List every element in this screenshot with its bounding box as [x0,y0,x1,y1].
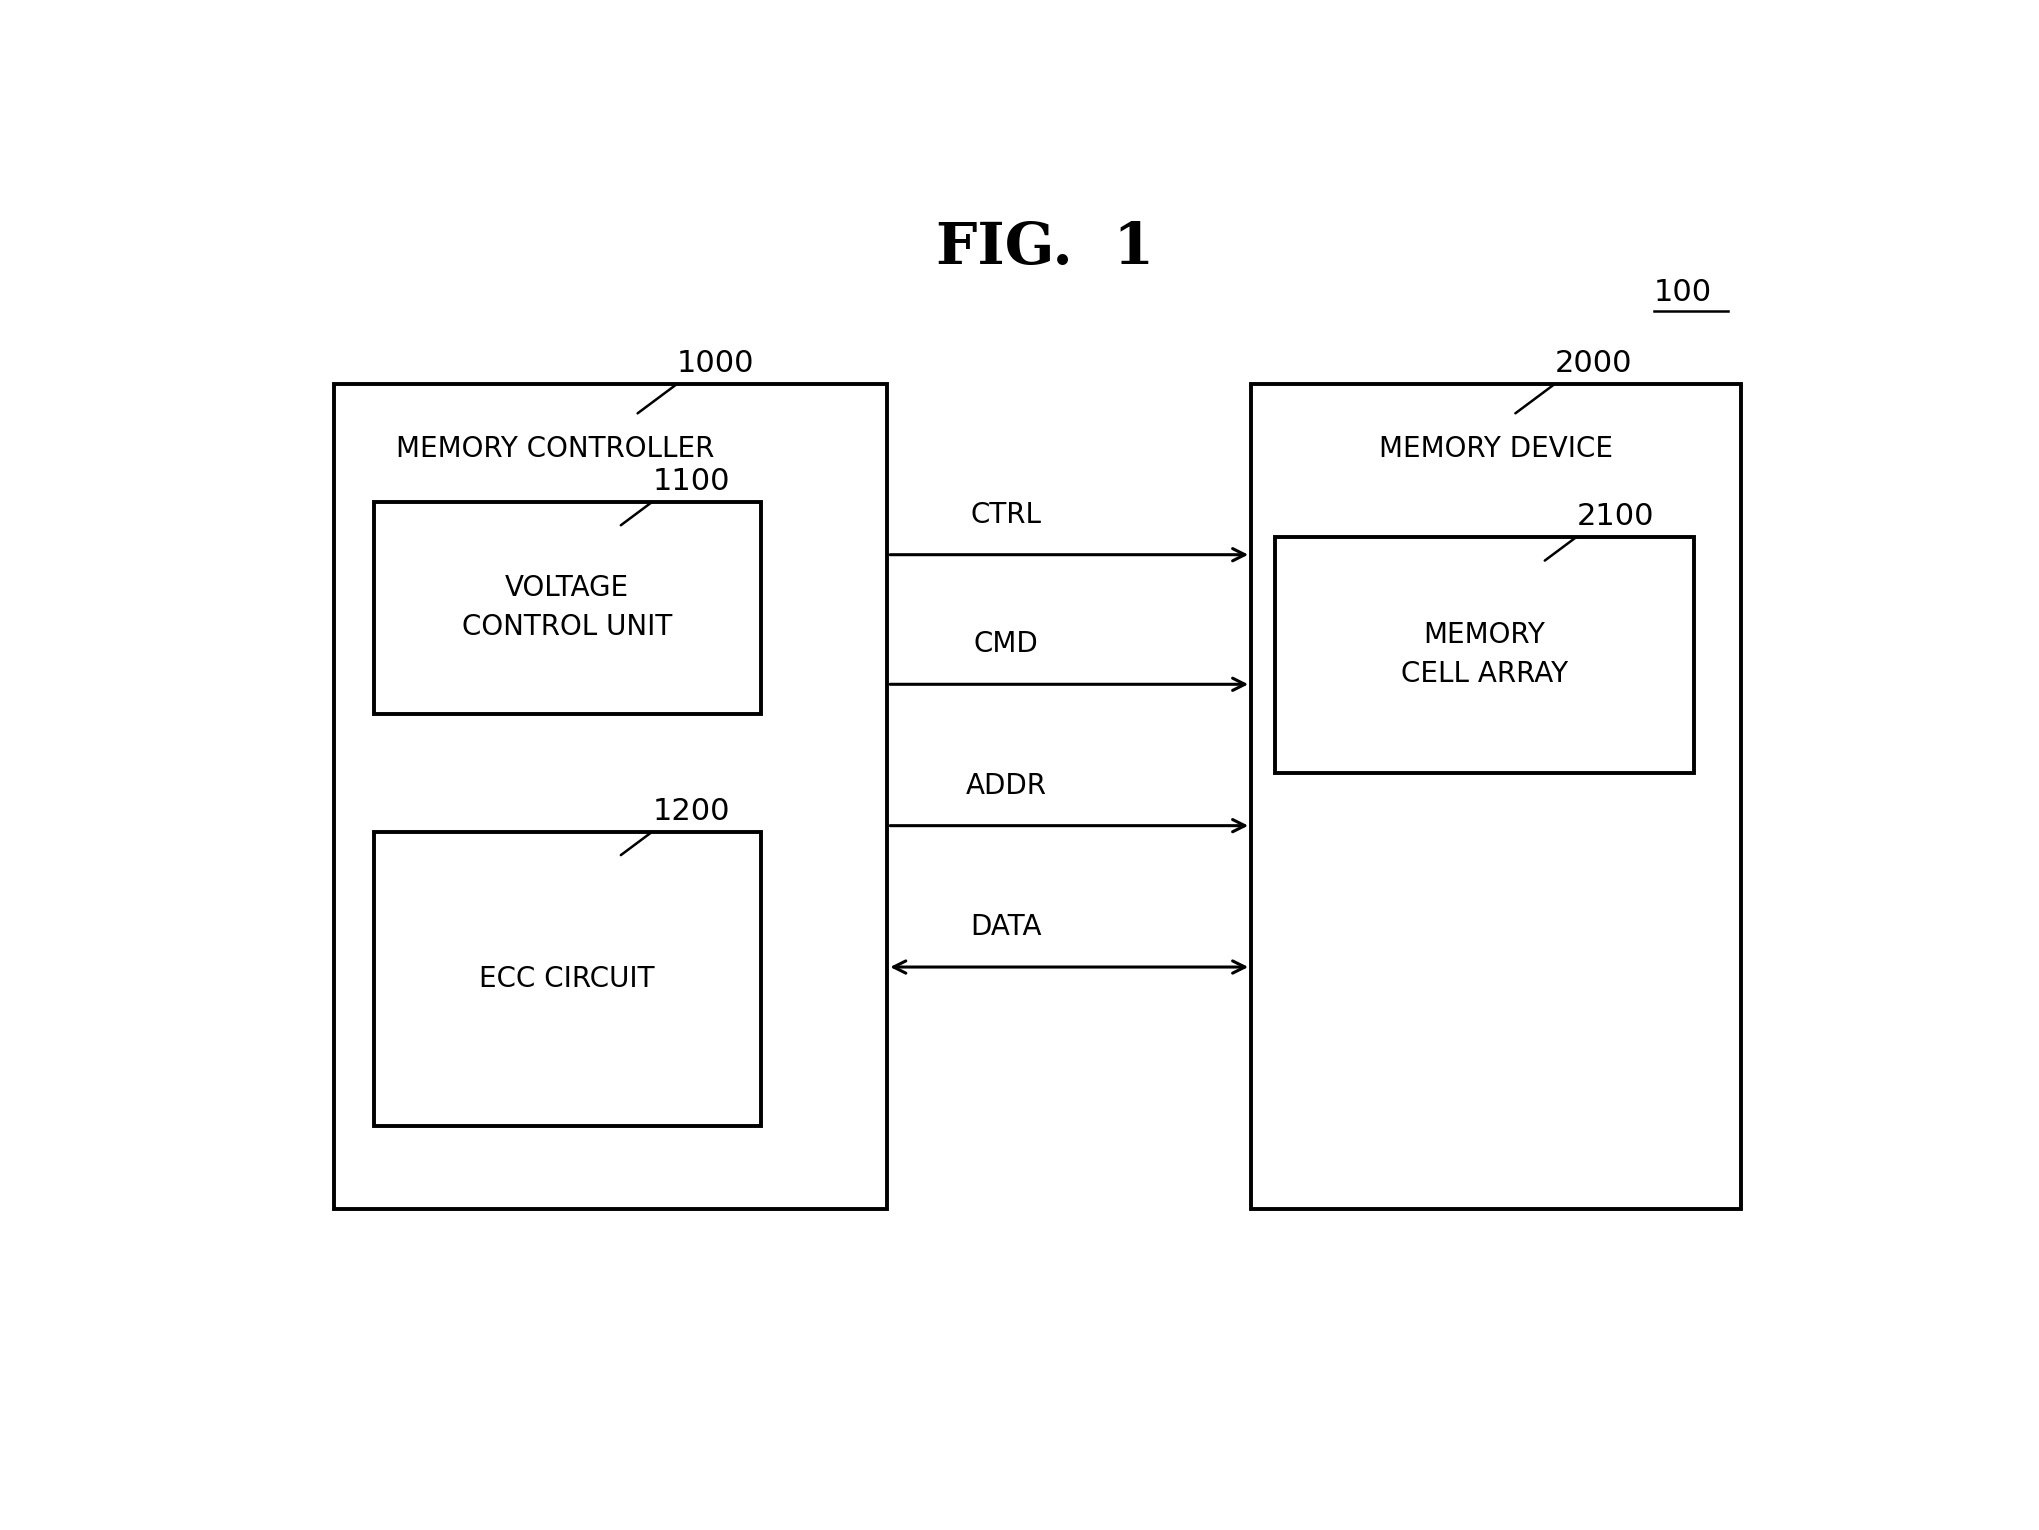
Text: ADDR: ADDR [964,771,1046,800]
Text: 2100: 2100 [1576,502,1654,531]
Text: FIG.  1: FIG. 1 [936,220,1154,277]
Text: CMD: CMD [973,630,1038,658]
Text: 1000: 1000 [677,349,754,378]
Bar [334,384,887,1209]
Text: MEMORY
CELL ARRAY: MEMORY CELL ARRAY [1401,621,1568,688]
Text: 1200: 1200 [652,797,730,826]
Bar [373,502,761,713]
Text: VOLTAGE
CONTROL UNIT: VOLTAGE CONTROL UNIT [463,574,673,641]
Bar [1250,384,1741,1209]
Bar [373,832,761,1126]
Text: MEMORY CONTROLLER: MEMORY CONTROLLER [396,435,714,462]
Text: ECC CIRCUIT: ECC CIRCUIT [479,965,655,993]
Text: 2000: 2000 [1554,349,1631,378]
Text: MEMORY DEVICE: MEMORY DEVICE [1378,435,1613,462]
Bar [1274,537,1692,773]
Text: DATA: DATA [971,913,1042,941]
Text: 1100: 1100 [652,467,730,496]
Text: 100: 100 [1654,278,1711,308]
Text: CTRL: CTRL [971,500,1042,529]
